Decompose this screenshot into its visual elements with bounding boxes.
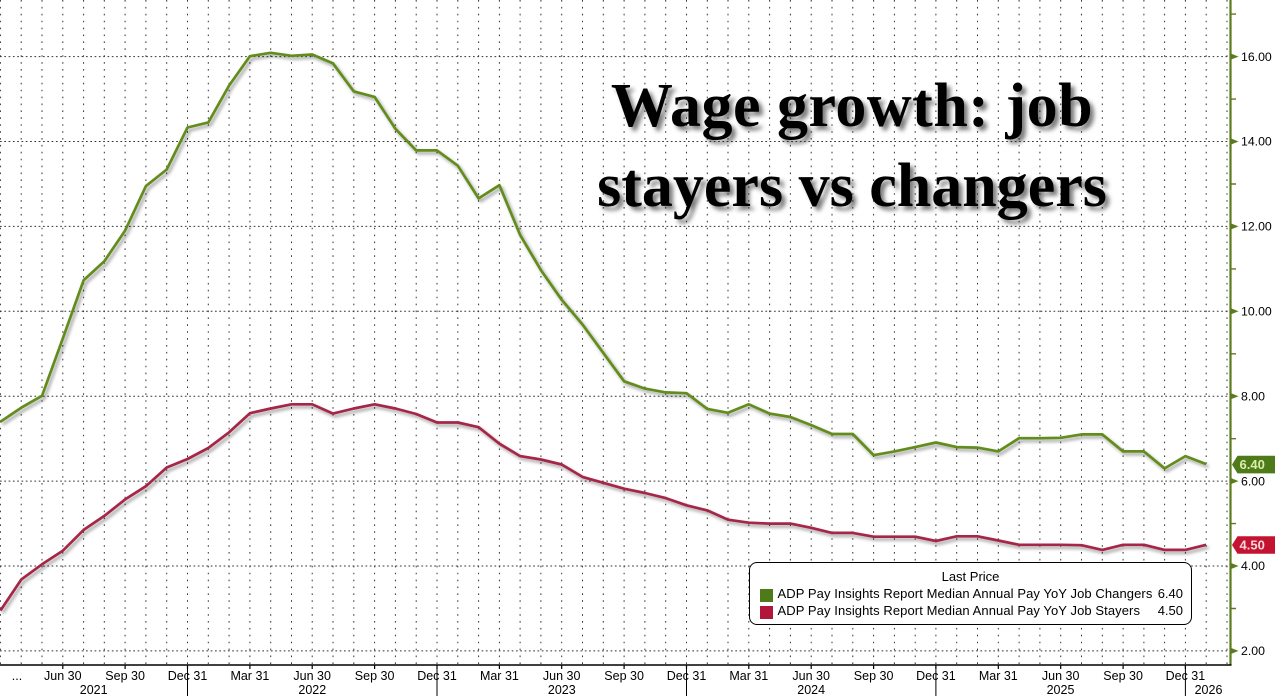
svg-text:2021: 2021 — [80, 683, 108, 696]
svg-text:8.00: 8.00 — [1241, 389, 1265, 403]
svg-text:Sep 30: Sep 30 — [1103, 669, 1143, 683]
svg-text:Sep 30: Sep 30 — [105, 669, 145, 683]
svg-text:2023: 2023 — [548, 683, 576, 696]
svg-text:12.00: 12.00 — [1241, 220, 1272, 234]
svg-text:2024: 2024 — [797, 683, 825, 696]
svg-text:Jun 30: Jun 30 — [44, 669, 82, 683]
svg-text:Mar 31: Mar 31 — [729, 669, 768, 683]
svg-text:6.00: 6.00 — [1241, 474, 1265, 488]
svg-text:2026: 2026 — [1195, 683, 1223, 696]
svg-text:2022: 2022 — [298, 683, 326, 696]
svg-text:14.00: 14.00 — [1241, 135, 1272, 149]
svg-text:10.00: 10.00 — [1241, 305, 1272, 319]
svg-text:2025: 2025 — [1047, 683, 1075, 696]
svg-text:...: ... — [12, 669, 22, 683]
svg-text:6.40: 6.40 — [1240, 457, 1265, 472]
svg-text:Dec 31: Dec 31 — [916, 669, 956, 683]
svg-text:Mar 31: Mar 31 — [230, 669, 269, 683]
svg-text:Sep 30: Sep 30 — [854, 669, 894, 683]
svg-text:Jun 30: Jun 30 — [792, 669, 830, 683]
svg-text:Sep 30: Sep 30 — [355, 669, 395, 683]
svg-text:Dec 31: Dec 31 — [667, 669, 707, 683]
svg-text:Mar 31: Mar 31 — [480, 669, 519, 683]
svg-text:Dec 31: Dec 31 — [417, 669, 457, 683]
svg-text:Dec 31: Dec 31 — [1166, 669, 1206, 683]
svg-text:Jun 30: Jun 30 — [293, 669, 331, 683]
svg-text:Jun 30: Jun 30 — [543, 669, 581, 683]
svg-text:Jun 30: Jun 30 — [1042, 669, 1080, 683]
svg-text:16.00: 16.00 — [1241, 50, 1272, 64]
svg-text:4.00: 4.00 — [1241, 559, 1265, 573]
svg-text:Dec 31: Dec 31 — [168, 669, 208, 683]
svg-text:4.50: 4.50 — [1240, 538, 1265, 553]
svg-text:Sep 30: Sep 30 — [604, 669, 644, 683]
svg-text:Mar 31: Mar 31 — [979, 669, 1018, 683]
svg-text:2.00: 2.00 — [1241, 644, 1265, 658]
